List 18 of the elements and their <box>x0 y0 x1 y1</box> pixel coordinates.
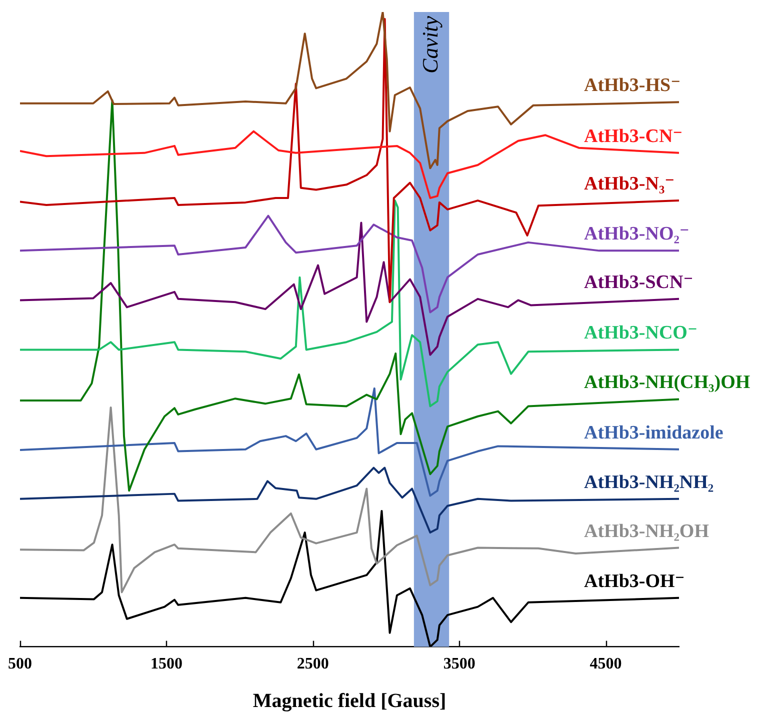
x-tick-label: 500 <box>8 656 32 673</box>
band-label: Cavity <box>417 16 442 74</box>
series-label: AtHb3-CN⁻ <box>584 126 683 147</box>
series-label: AtHb3-NH₂NH₂ <box>584 472 714 493</box>
series-label: AtHb3-NH₂OH <box>584 520 710 542</box>
series-label: AtHb3-HS⁻ <box>584 75 681 96</box>
x-tick-label: 2500 <box>296 656 329 673</box>
series-label: AtHb3-SCN⁻ <box>584 272 694 293</box>
series-label: AtHb3-N₃⁻ <box>584 174 675 195</box>
series-label: AtHb3-NO₂⁻ <box>584 224 690 245</box>
series-label: AtHb3-OH⁻ <box>584 570 685 592</box>
x-axis-title: Magnetic field [Gauss] <box>252 690 446 712</box>
x-tick-label: 4500 <box>590 656 622 673</box>
x-tick-label: 3500 <box>443 656 476 673</box>
series-label: AtHb3-imidazole <box>584 422 724 444</box>
series-label: AtHb3-NCO⁻ <box>584 322 698 344</box>
x-tick-label: 1500 <box>150 656 182 673</box>
series-label: AtHb3-NH(CH₃)OH <box>584 372 750 394</box>
